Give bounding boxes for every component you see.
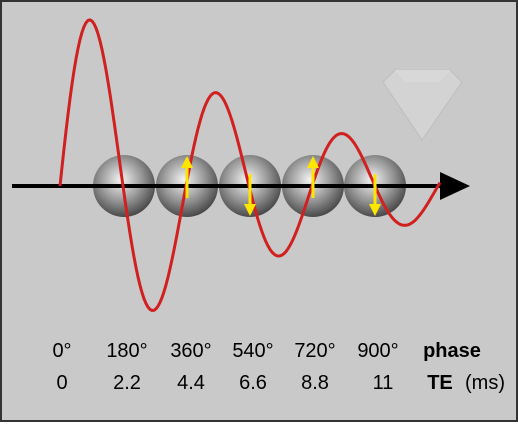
te-label: 8.8 — [301, 372, 329, 394]
te-label: 2.2 — [113, 372, 141, 394]
phase-label: 720° — [294, 340, 335, 362]
labels: 0° 180° 360° 540° 720° 900° phase 0 2.2 4.4 6.6 8.8… — [52, 340, 505, 394]
phase-label: 180° — [106, 340, 147, 362]
phase-label: 900° — [357, 340, 398, 362]
logo — [382, 69, 463, 141]
phase-label: 540° — [232, 340, 273, 362]
te-label: 0 — [56, 372, 67, 394]
spin-arrow-head — [244, 204, 256, 216]
te-title: TE — [427, 372, 453, 394]
te-label: 11 — [373, 372, 394, 394]
arrow-head — [440, 172, 470, 200]
phase-label: 0° — [52, 340, 71, 362]
te-unit: (ms) — [465, 372, 505, 394]
spin-arrow-head — [181, 156, 193, 168]
te-label: 4.4 — [177, 372, 205, 394]
phase-label: 360° — [170, 340, 211, 362]
phase-title: phase — [423, 340, 481, 362]
spin-arrow-head — [369, 204, 381, 216]
spin-arrows — [181, 156, 381, 216]
spin-arrow-head — [307, 156, 319, 168]
te-label: 6.6 — [239, 372, 267, 394]
